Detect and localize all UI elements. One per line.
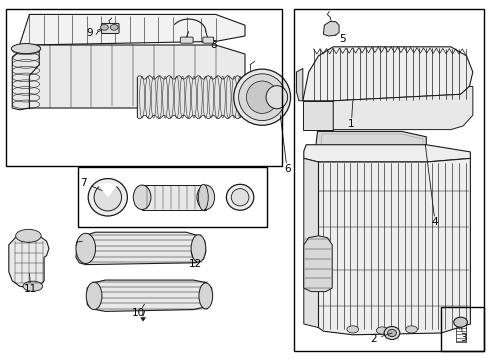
Text: 10: 10 bbox=[132, 308, 145, 318]
Text: 5: 5 bbox=[340, 33, 346, 44]
Ellipse shape bbox=[226, 184, 254, 210]
Ellipse shape bbox=[76, 233, 96, 264]
Polygon shape bbox=[141, 318, 146, 321]
Polygon shape bbox=[303, 47, 473, 101]
Polygon shape bbox=[323, 22, 339, 36]
Text: 3: 3 bbox=[460, 333, 466, 343]
Ellipse shape bbox=[199, 283, 213, 309]
Polygon shape bbox=[142, 185, 206, 210]
Polygon shape bbox=[9, 234, 49, 288]
Ellipse shape bbox=[347, 326, 359, 333]
Text: 4: 4 bbox=[432, 217, 439, 228]
Ellipse shape bbox=[86, 282, 102, 310]
Polygon shape bbox=[304, 158, 318, 328]
Ellipse shape bbox=[191, 235, 206, 262]
Polygon shape bbox=[296, 68, 303, 101]
Wedge shape bbox=[98, 183, 118, 197]
Ellipse shape bbox=[88, 179, 127, 216]
Text: 1: 1 bbox=[348, 119, 355, 129]
Polygon shape bbox=[20, 14, 245, 45]
Ellipse shape bbox=[133, 185, 151, 210]
Polygon shape bbox=[303, 101, 333, 130]
Polygon shape bbox=[333, 86, 473, 130]
Ellipse shape bbox=[198, 184, 208, 210]
Text: 9: 9 bbox=[86, 28, 93, 39]
Ellipse shape bbox=[246, 81, 278, 113]
FancyBboxPatch shape bbox=[180, 37, 193, 43]
Text: 2: 2 bbox=[370, 334, 377, 344]
Polygon shape bbox=[316, 131, 426, 149]
Ellipse shape bbox=[384, 327, 400, 339]
Text: 6: 6 bbox=[284, 164, 291, 174]
Text: 11: 11 bbox=[24, 284, 38, 294]
Text: 7: 7 bbox=[80, 178, 87, 188]
Polygon shape bbox=[304, 236, 332, 292]
Polygon shape bbox=[12, 47, 39, 110]
Polygon shape bbox=[318, 158, 470, 335]
Ellipse shape bbox=[100, 24, 108, 30]
Ellipse shape bbox=[110, 24, 118, 30]
FancyBboxPatch shape bbox=[101, 23, 119, 33]
Ellipse shape bbox=[197, 185, 215, 210]
Ellipse shape bbox=[266, 86, 288, 109]
Ellipse shape bbox=[11, 44, 41, 54]
Ellipse shape bbox=[16, 229, 41, 242]
Ellipse shape bbox=[388, 329, 396, 337]
Ellipse shape bbox=[376, 327, 388, 334]
Text: 12: 12 bbox=[188, 259, 202, 269]
Polygon shape bbox=[87, 280, 212, 311]
Text: 8: 8 bbox=[210, 40, 217, 50]
FancyBboxPatch shape bbox=[203, 37, 214, 43]
Ellipse shape bbox=[406, 326, 417, 333]
Ellipse shape bbox=[231, 189, 249, 206]
Polygon shape bbox=[76, 232, 206, 265]
Ellipse shape bbox=[234, 69, 291, 125]
Polygon shape bbox=[304, 145, 470, 162]
Polygon shape bbox=[29, 45, 245, 108]
Ellipse shape bbox=[454, 317, 467, 327]
Polygon shape bbox=[20, 45, 29, 108]
Ellipse shape bbox=[23, 281, 43, 291]
Ellipse shape bbox=[94, 184, 122, 211]
Polygon shape bbox=[137, 76, 245, 119]
Ellipse shape bbox=[239, 74, 286, 121]
